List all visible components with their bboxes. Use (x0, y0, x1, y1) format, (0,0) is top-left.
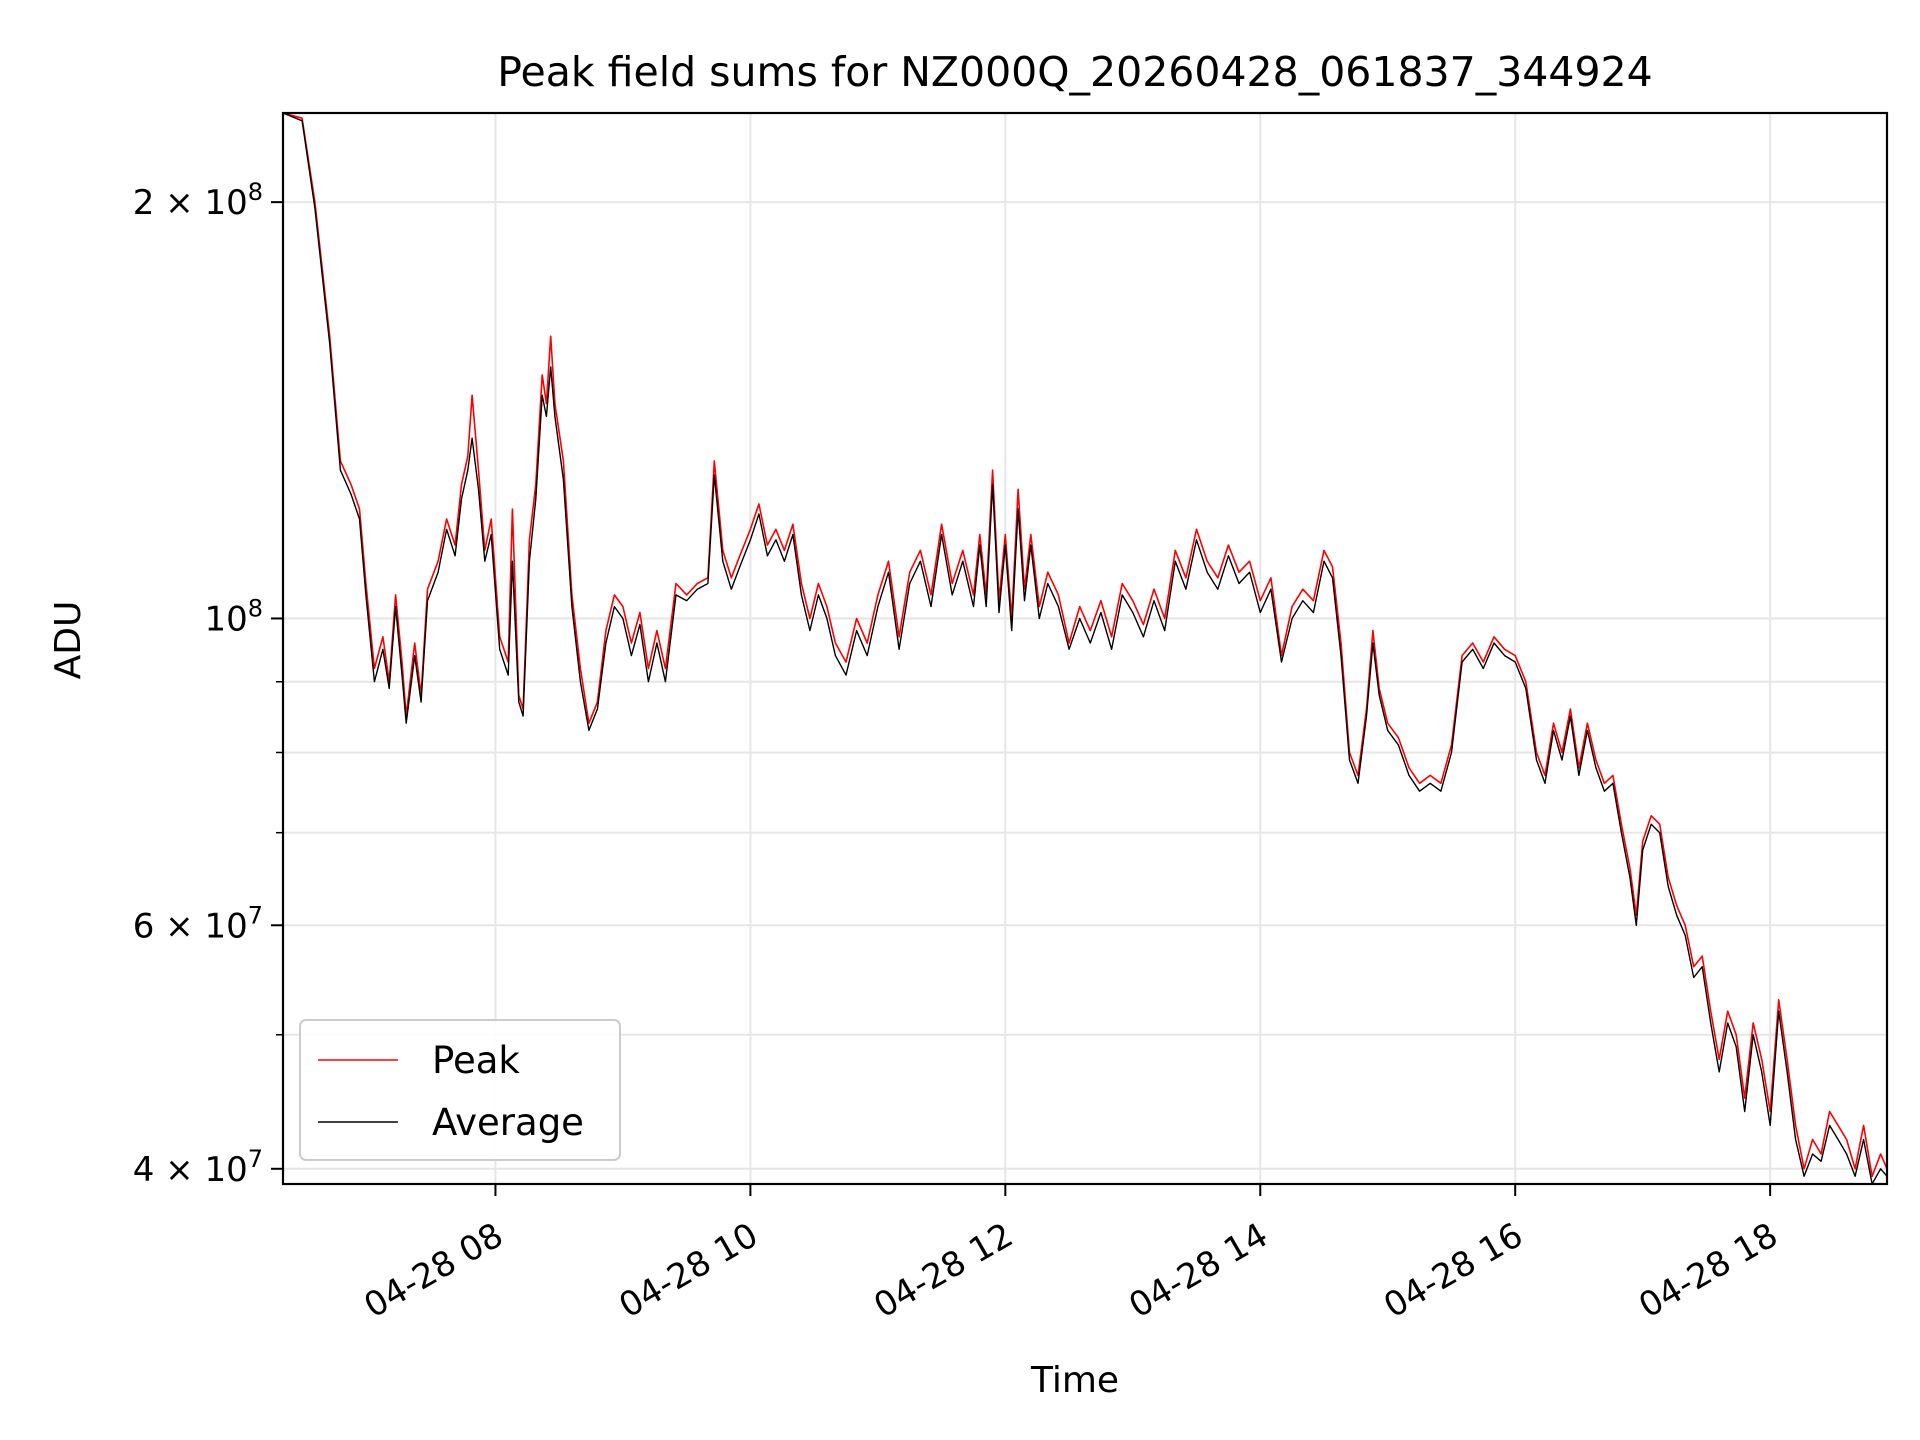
y-tick-label: 6 × 107 (133, 901, 263, 946)
legend-label-peak: Peak (432, 1039, 520, 1082)
legend-box (299, 1019, 621, 1161)
y-tick-label: 108 (204, 594, 263, 639)
plot-frame (281, 111, 1889, 1186)
series-line-average (282, 112, 1888, 1185)
legend-label-average: Average (432, 1101, 584, 1144)
y-axis-label: ADU (48, 601, 89, 680)
x-axis-label: Time (1030, 1360, 1119, 1401)
y-tick-label: 2 × 108 (133, 178, 263, 223)
chart-title: Peak field sums for NZ000Q_20260428_0618… (497, 48, 1652, 96)
legend: Peak Average (299, 1019, 621, 1161)
y-tick-label: 4 × 107 (133, 1145, 263, 1190)
series-layer (282, 112, 1888, 1185)
